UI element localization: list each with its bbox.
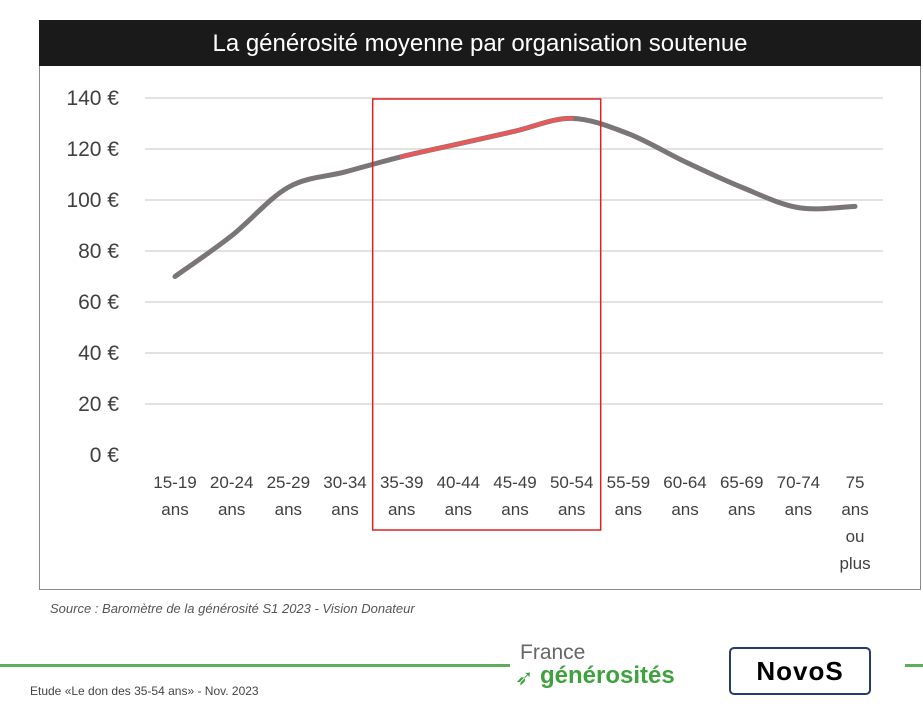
x-tick-label: 45-49 [493, 473, 536, 492]
x-tick-label: 25-29 [267, 473, 310, 492]
y-tick-label: 100 € [66, 189, 119, 212]
x-tick-label: 75 [846, 473, 865, 492]
y-tick-label: 80 € [78, 240, 119, 263]
x-tick-label: 40-44 [437, 473, 480, 492]
x-tick-label: ans [558, 500, 585, 519]
chart-title: La générosité moyenne par organisation s… [39, 20, 921, 66]
x-tick-label: 20-24 [210, 473, 253, 492]
y-tick-label: 60 € [78, 291, 119, 314]
x-tick-label: 30-34 [323, 473, 366, 492]
x-tick-label: 50-54 [550, 473, 593, 492]
footer-divider [0, 664, 510, 667]
footer-text: Etude «Le don des 35-54 ans» - Nov. 2023 [30, 684, 259, 698]
logo-text-generosites: générosités [540, 662, 675, 689]
x-tick-label: ans [218, 500, 245, 519]
x-tick-label: plus [839, 554, 870, 573]
x-tick-label: 35-39 [380, 473, 423, 492]
x-tick-label: 70-74 [777, 473, 820, 492]
highlight-line [399, 116, 574, 159]
y-tick-label: 40 € [78, 342, 119, 365]
france-generosites-logo: France ➶ générosités [515, 641, 675, 690]
person-swoosh-icon: ➶ [515, 665, 534, 690]
x-tick-label: 15-19 [153, 473, 196, 492]
x-tick-label: ans [671, 500, 698, 519]
x-tick-label: ans [841, 500, 868, 519]
x-tick-label: ans [388, 500, 415, 519]
x-tick-label: ans [501, 500, 528, 519]
y-tick-label: 140 € [66, 87, 119, 110]
x-tick-label: ans [615, 500, 642, 519]
x-tick-label: ans [445, 500, 472, 519]
y-tick-label: 20 € [78, 393, 119, 416]
x-tick-label: 60-64 [663, 473, 706, 492]
x-tick-label: 55-59 [607, 473, 650, 492]
x-tick-label: 65-69 [720, 473, 763, 492]
footer-divider-right [905, 664, 923, 667]
logo-text-france: France [520, 641, 586, 664]
highlight-box [371, 98, 602, 531]
series-line [172, 115, 858, 279]
x-tick-label: ans [161, 500, 188, 519]
x-tick-label: ans [275, 500, 302, 519]
novos-logo: NovoS [729, 647, 871, 695]
x-tick-label: ans [331, 500, 358, 519]
x-tick-label: ou [846, 527, 865, 546]
source-note: Source : Baromètre de la générosité S1 2… [50, 601, 415, 616]
x-tick-label: ans [728, 500, 755, 519]
y-tick-label: 120 € [66, 138, 119, 161]
y-tick-label: 0 € [90, 444, 120, 467]
line-chart: 0 € 20 € 40 € 60 € 80 € 100 € 120 € 140 € 15-19 a… [66, 87, 883, 573]
x-tick-label: ans [785, 500, 812, 519]
